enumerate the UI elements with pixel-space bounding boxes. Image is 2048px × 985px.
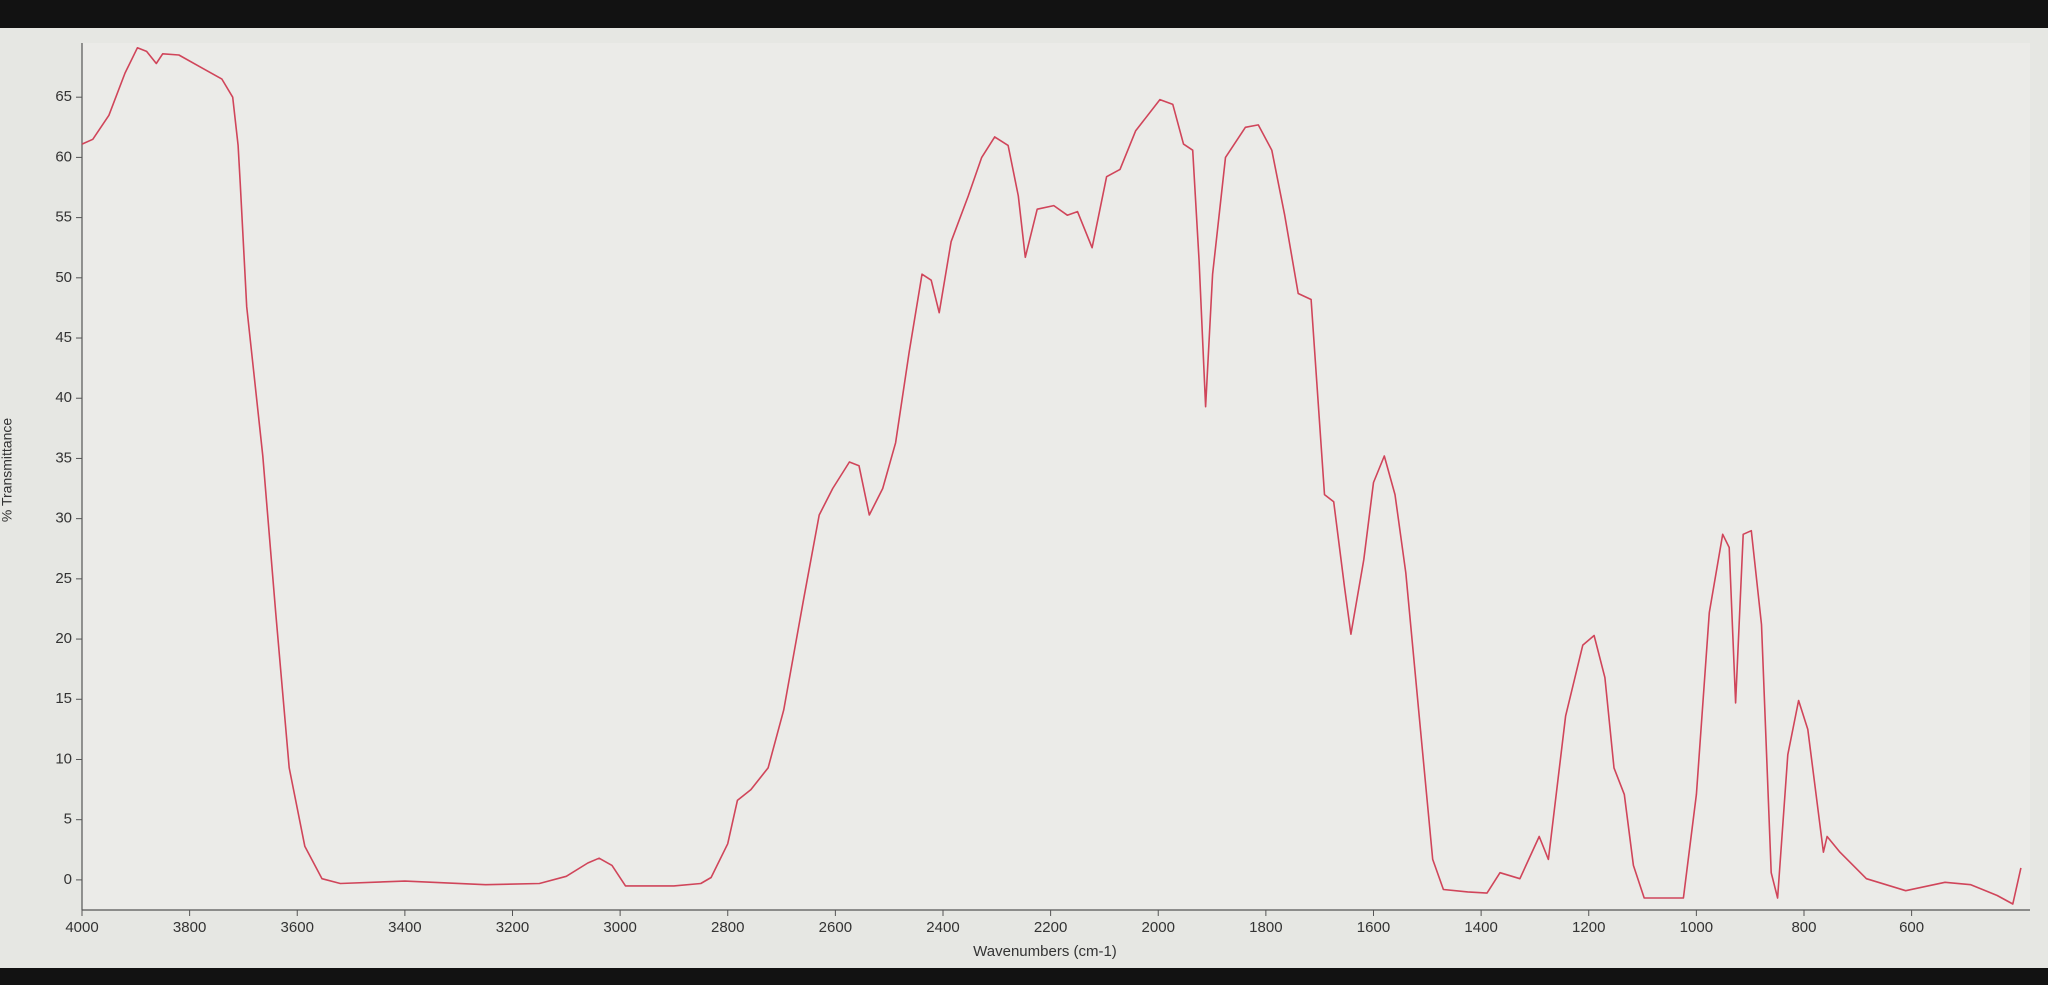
y-tick-label: 30 (55, 510, 72, 527)
y-tick-label: 60 (55, 148, 72, 165)
x-tick-label: 4000 (65, 919, 98, 936)
x-tick-label: 3000 (603, 919, 636, 936)
y-tick-label: 50 (55, 269, 72, 286)
x-tick-label: 3600 (281, 919, 314, 936)
x-tick-label: 1400 (1464, 919, 1497, 936)
x-tick-label: 1000 (1680, 919, 1713, 936)
y-tick-label: 0 (64, 871, 72, 888)
y-tick-label: 40 (55, 389, 72, 406)
x-tick-label: 1200 (1572, 919, 1605, 936)
x-tick-label: 2600 (819, 919, 852, 936)
x-tick-label: 3800 (173, 919, 206, 936)
y-tick-label: 65 (55, 88, 72, 105)
x-tick-label: 2200 (1034, 919, 1067, 936)
x-tick-label: 2400 (926, 919, 959, 936)
y-tick-label: 20 (55, 630, 72, 647)
x-tick-label: 2000 (1142, 919, 1175, 936)
y-tick-label: 10 (55, 750, 72, 767)
x-tick-label: 3200 (496, 919, 529, 936)
x-tick-label: 3400 (388, 919, 421, 936)
x-tick-label: 600 (1899, 919, 1924, 936)
y-tick-label: 35 (55, 449, 72, 466)
x-tick-label: 1800 (1249, 919, 1282, 936)
plot-area (82, 43, 2030, 910)
spectrum-line (81, 47, 2022, 905)
y-tick-label: 5 (64, 811, 72, 828)
y-tick-label: 45 (55, 329, 72, 346)
y-tick-label: 15 (55, 690, 72, 707)
x-tick-label: 2800 (711, 919, 744, 936)
y-tick-label: 25 (55, 570, 72, 587)
x-tick-label: 800 (1791, 919, 1816, 936)
y-tick-label: 55 (55, 209, 72, 226)
x-tick-label: 1600 (1357, 919, 1390, 936)
y-axis-title: % Transmittance (0, 418, 15, 522)
x-axis-title: Wavenumbers (cm-1) (973, 943, 1117, 960)
